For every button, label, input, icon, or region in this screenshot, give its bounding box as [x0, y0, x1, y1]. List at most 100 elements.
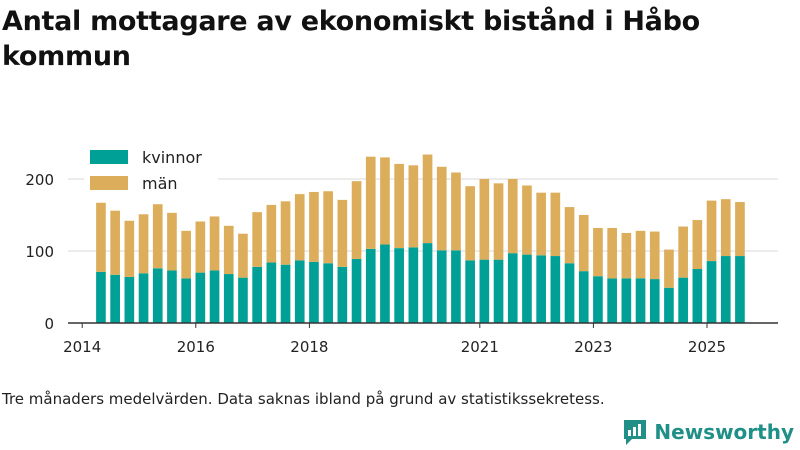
bar-kvinnor: [621, 278, 632, 323]
bar-kvinnor: [408, 247, 419, 323]
bar-man: [209, 216, 220, 271]
bar-man: [294, 194, 305, 261]
bar-kvinnor: [394, 248, 404, 323]
legend-label: kvinnor: [142, 148, 202, 167]
bar-man: [678, 226, 688, 278]
bar-man: [479, 179, 490, 260]
bar-kvinnor: [465, 260, 475, 323]
bar-man: [550, 192, 561, 257]
bar-kvinnor: [138, 273, 149, 323]
bar-man: [380, 157, 390, 245]
bar-man: [692, 220, 703, 269]
bar-kvinnor: [706, 261, 717, 323]
bar-kvinnor: [678, 277, 688, 323]
x-tick-label: 2018: [290, 338, 328, 356]
bar-kvinnor: [124, 276, 135, 323]
chart-caption: Tre månaders medelvärden. Data saknas ib…: [2, 390, 605, 408]
bar-kvinnor: [664, 287, 674, 323]
bar-kvinnor: [436, 250, 447, 323]
bar-kvinnor: [280, 264, 291, 323]
bar-man: [522, 185, 532, 255]
bar-man: [266, 204, 277, 263]
bar-man: [323, 191, 333, 264]
bar-kvinnor: [309, 261, 319, 323]
bar-kvinnor: [507, 253, 518, 323]
bar-kvinnor: [536, 255, 546, 323]
bar-man: [422, 154, 433, 244]
x-tick-label: 2016: [177, 338, 215, 356]
x-tick-label: 2014: [63, 338, 101, 356]
bar-kvinnor: [593, 276, 603, 323]
bar-kvinnor: [649, 279, 660, 323]
bar-kvinnor: [735, 256, 745, 323]
bar-kvinnor: [209, 270, 220, 323]
bar-man: [223, 225, 234, 275]
bar-man: [635, 230, 646, 279]
x-tick-label: 2025: [688, 338, 726, 356]
bar-kvinnor: [195, 272, 206, 323]
bar-man: [735, 202, 745, 257]
bars: [96, 154, 745, 323]
bar-kvinnor: [181, 278, 191, 323]
bar-man: [436, 166, 447, 251]
legend-label: män: [142, 174, 178, 193]
bar-man: [621, 233, 632, 279]
bar-kvinnor: [323, 263, 333, 323]
y-tick-label: 100: [25, 243, 54, 261]
bar-kvinnor: [152, 268, 163, 323]
bar-man: [664, 249, 674, 288]
bar-kvinnor: [564, 263, 575, 323]
bar-man: [720, 199, 731, 257]
bar-man: [451, 172, 461, 251]
bar-man: [280, 201, 291, 265]
bar-kvinnor: [365, 248, 376, 323]
bar-man: [238, 233, 248, 278]
bar-kvinnor: [578, 271, 589, 323]
bar-man: [465, 186, 475, 261]
bar-man: [394, 163, 404, 249]
bar-man: [309, 191, 319, 262]
x-tick-label: 2021: [461, 338, 499, 356]
bar-kvinnor: [167, 270, 177, 323]
bar-man: [507, 179, 518, 254]
bar-man: [408, 165, 419, 248]
bar-kvinnor: [110, 274, 120, 323]
bar-kvinnor: [266, 262, 277, 323]
bar-kvinnor: [294, 260, 305, 323]
bar-kvinnor: [607, 278, 617, 323]
bar-kvinnor: [422, 243, 433, 323]
y-tick-label: 200: [25, 171, 54, 189]
bar-man: [493, 183, 504, 260]
chart-title: Antal mottagare av ekonomiskt bistånd i …: [2, 6, 700, 72]
newsworthy-logo-icon: [624, 420, 647, 445]
bar-kvinnor: [550, 256, 561, 323]
bar-kvinnor: [479, 259, 490, 323]
bar-man: [593, 227, 603, 277]
bar-kvinnor: [692, 269, 703, 323]
bar-kvinnor: [635, 278, 646, 323]
bar-man: [124, 220, 135, 277]
x-tick-label: 2023: [574, 338, 612, 356]
bar-man: [181, 230, 191, 279]
bar-man: [252, 212, 262, 267]
bar-man: [649, 231, 660, 280]
bar-man: [195, 221, 206, 273]
legend: kvinnor män: [84, 143, 218, 197]
bar-man: [138, 214, 149, 274]
bar-man: [152, 204, 163, 269]
bar-kvinnor: [223, 274, 234, 323]
bar-man: [351, 181, 362, 259]
bar-kvinnor: [720, 256, 731, 323]
legend-swatch-man: [90, 176, 128, 190]
axes: 0 100 200 2014 2016 2018 2021 2023 2025: [25, 171, 778, 356]
bar-man: [578, 215, 589, 272]
bar-kvinnor: [96, 271, 106, 323]
bar-kvinnor: [351, 258, 362, 323]
bar-kvinnor: [451, 250, 461, 323]
bar-kvinnor: [522, 254, 532, 323]
bar-man: [564, 207, 575, 264]
brand[interactable]: Newsworthy: [622, 418, 794, 446]
bar-man: [607, 227, 617, 279]
bar-man: [110, 210, 120, 275]
